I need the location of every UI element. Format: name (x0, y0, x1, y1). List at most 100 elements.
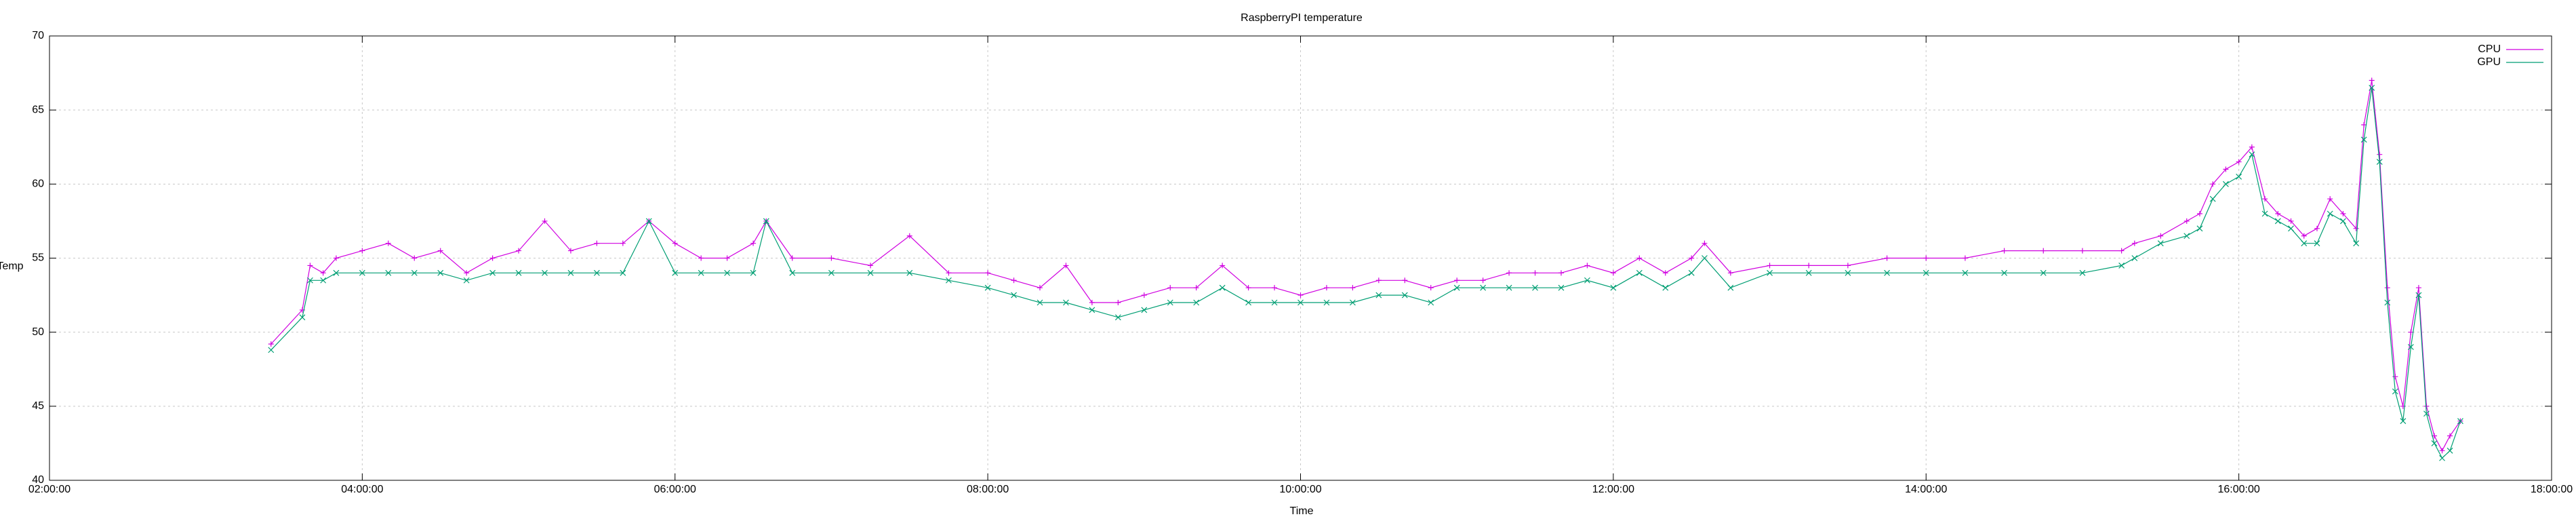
data-point (2131, 240, 2137, 246)
data-point (542, 218, 548, 224)
data-point (2361, 122, 2367, 128)
x-tick-label: 04:00:00 (341, 484, 383, 495)
data-point (1037, 285, 1043, 291)
data-point (1610, 284, 1617, 291)
data-point (1402, 277, 1408, 284)
data-point (1767, 263, 1773, 269)
data-point (515, 269, 522, 276)
data-point (1506, 270, 1512, 276)
y-tick-label: 70 (32, 30, 44, 41)
data-point (1636, 269, 1643, 276)
data-point (1193, 299, 1200, 306)
x-axis-label: Time (1290, 505, 1314, 517)
data-point (2423, 410, 2430, 417)
data-point (1454, 277, 1460, 284)
data-point (268, 341, 274, 347)
data-point (1089, 300, 1095, 305)
data-point (868, 263, 874, 269)
x-tick-label: 12:00:00 (1592, 484, 1634, 495)
data-point (2392, 388, 2398, 395)
data-point (1884, 255, 1890, 261)
data-point (698, 255, 704, 261)
data-point (1297, 299, 1304, 306)
data-point (1805, 269, 1812, 276)
data-point (620, 269, 626, 276)
data-point (2236, 173, 2242, 180)
x-tick-label: 02:00:00 (28, 484, 71, 495)
data-point (516, 248, 522, 254)
data-point (1558, 284, 1565, 291)
data-point (2131, 255, 2138, 261)
data-point (1584, 277, 1590, 284)
data-point (1845, 263, 1851, 269)
data-point (2447, 433, 2453, 439)
data-point (1610, 270, 1616, 276)
data-point (1297, 292, 1304, 298)
data-point (2415, 292, 2422, 298)
data-point (2339, 218, 2346, 225)
data-point (2369, 77, 2375, 83)
data-point (2353, 225, 2359, 231)
data-point (2274, 218, 2281, 225)
data-point (672, 269, 679, 276)
data-point (1323, 285, 1329, 291)
data-point (463, 277, 470, 284)
data-point (2301, 240, 2308, 247)
data-point (2288, 218, 2294, 224)
data-point (1532, 284, 1538, 291)
series-line (270, 88, 2461, 459)
data-point (906, 233, 912, 239)
data-point (1037, 299, 1043, 306)
data-point (385, 240, 391, 246)
data-point (594, 240, 600, 246)
data-point (2118, 248, 2125, 254)
data-point (411, 255, 418, 261)
y-tick-label: 40 (32, 474, 44, 486)
data-point (1375, 292, 1382, 298)
data-point (1114, 314, 1121, 321)
data-point (2079, 248, 2085, 254)
data-point (2183, 233, 2190, 239)
data-point (2447, 447, 2453, 454)
data-point (2275, 211, 2281, 216)
data-point (698, 269, 704, 276)
data-point (1688, 269, 1695, 276)
data-point (320, 277, 327, 284)
data-point (1350, 285, 1356, 291)
data-point (1272, 285, 1278, 291)
y-tick-label: 60 (32, 178, 44, 190)
chart-title: RaspberryPI temperature (1241, 12, 1363, 24)
legend-label: GPU (2477, 56, 2501, 68)
data-point (2314, 240, 2320, 247)
data-point (946, 270, 952, 276)
x-tick-label: 14:00:00 (1905, 484, 1947, 495)
data-point (1063, 263, 1069, 269)
data-point (828, 269, 834, 276)
data-point (2408, 329, 2414, 335)
data-point (489, 269, 496, 276)
data-point (2301, 233, 2307, 239)
data-point (789, 269, 796, 276)
data-point (1532, 270, 1538, 276)
data-point (1845, 269, 1851, 276)
data-point (789, 255, 795, 261)
data-point (1962, 255, 1968, 261)
data-point (2040, 269, 2047, 276)
data-point (724, 255, 730, 261)
data-point (2340, 211, 2346, 216)
data-point (1806, 263, 1812, 269)
data-point (2236, 159, 2242, 165)
data-point (906, 269, 913, 276)
data-point (828, 255, 834, 261)
series-line (270, 80, 2461, 452)
data-point (359, 269, 365, 276)
data-point (2384, 285, 2390, 291)
data-point (1662, 284, 1669, 291)
data-point (307, 277, 313, 284)
data-point (1089, 307, 1095, 313)
data-point (359, 248, 365, 254)
data-point (2040, 248, 2047, 254)
legend-label: CPU (2478, 43, 2501, 55)
plot-border (49, 35, 2552, 481)
data-point (984, 284, 991, 291)
